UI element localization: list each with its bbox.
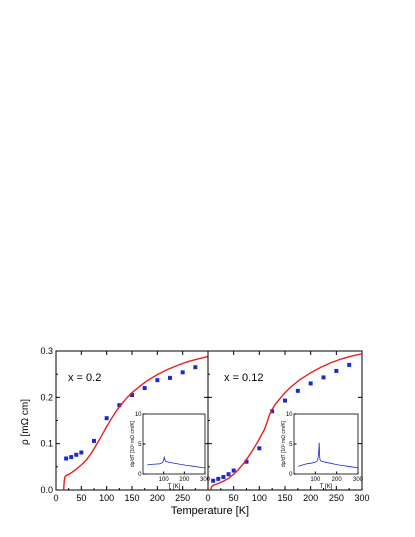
inset-x-axis-label: T [K] xyxy=(320,484,333,490)
data-point xyxy=(321,375,326,380)
x-tick-label: 200 xyxy=(303,493,318,503)
inset-plot: 100 200 300 0 5 10 T [K] dρ/dT [10³ mΩ cm/K] xyxy=(281,412,364,490)
y-axis-label: ρ [mΩ cm] xyxy=(20,399,31,445)
data-point xyxy=(155,378,160,383)
data-point xyxy=(295,388,300,393)
data-point xyxy=(193,365,198,370)
y-tick-label: 0.0 xyxy=(40,485,53,495)
inset-y-tick-label: 0 xyxy=(289,472,293,478)
y-tick-label: 0.3 xyxy=(40,346,53,356)
data-point xyxy=(74,452,79,457)
resistivity-curve xyxy=(62,355,209,491)
y-tick-label: 0.1 xyxy=(40,439,53,449)
panel-label: x = 0.2 xyxy=(68,372,101,384)
data-point xyxy=(104,416,109,421)
x-tick-label: 200 xyxy=(150,493,165,503)
inset-x-tick-label: 300 xyxy=(353,477,364,483)
data-point xyxy=(334,368,339,373)
data-point xyxy=(168,375,172,380)
data-point xyxy=(69,455,74,460)
data-point xyxy=(270,409,275,414)
data-point xyxy=(92,438,96,443)
data-point xyxy=(257,446,262,451)
data-point xyxy=(79,450,84,455)
inset-x-tick-label: 100 xyxy=(159,477,170,483)
inset-plot: 100 200 300 0 5 10 T [K] dρ/dT [10³ mΩ cm/K] xyxy=(130,412,211,490)
data-point xyxy=(216,476,221,481)
data-point xyxy=(226,472,231,477)
x-tick-label: 300 xyxy=(354,493,369,503)
inset-y-tick-label: 10 xyxy=(135,412,142,418)
resistivity-curve xyxy=(209,353,363,491)
data-point xyxy=(244,459,249,464)
x-tick-label: 100 xyxy=(99,493,114,503)
data-point xyxy=(347,362,352,367)
x-tick-label: 50 xyxy=(76,493,86,503)
y-tick-label: 0.2 xyxy=(40,392,53,402)
x-tick-label: 0 xyxy=(205,493,210,503)
x-axis-label: Temperature [K] xyxy=(171,505,249,517)
inset-x-tick-label: 100 xyxy=(310,477,321,483)
panel-label: x = 0.12 xyxy=(224,372,263,384)
inset-y-axis-label: dρ/dT [10³ mΩ cm/K] xyxy=(130,420,136,467)
inset-y-tick-label: 0 xyxy=(138,472,142,478)
x-tick-label: 50 xyxy=(229,493,239,503)
data-point xyxy=(221,475,226,480)
x-tick-label: 250 xyxy=(175,493,190,503)
x-tick-label: 0 xyxy=(53,493,58,503)
inset-x-tick-label: 200 xyxy=(332,477,343,483)
data-point xyxy=(64,456,69,461)
data-point xyxy=(308,381,313,386)
data-point xyxy=(211,478,216,483)
inset-x-tick-label: 200 xyxy=(179,477,190,483)
inset-x-tick-label: 300 xyxy=(200,477,211,483)
inset-y-axis-label: dρ/dT [10³ mΩ cm/K] xyxy=(281,420,287,467)
x-tick-label: 150 xyxy=(277,493,292,503)
inset-x-axis-label: T [K] xyxy=(168,484,181,490)
inset-frame xyxy=(142,413,206,475)
data-point xyxy=(231,468,236,473)
data-point xyxy=(180,370,185,375)
x-tick-label: 250 xyxy=(329,493,344,503)
x-tick-label: 100 xyxy=(252,493,267,503)
data-point xyxy=(117,403,122,408)
inset-derivative-curve xyxy=(298,442,359,469)
inset-y-tick-label: 5 xyxy=(138,442,142,448)
data-point xyxy=(283,398,287,403)
inset-y-tick-label: 10 xyxy=(286,412,293,418)
data-point xyxy=(130,393,134,398)
panel-x-0-12: 0 50 100 150 200 250 300 x = 0.12 100 200 300 0 5 10 T… xyxy=(205,350,370,503)
x-tick-label: 150 xyxy=(124,493,139,503)
data-point xyxy=(142,386,147,391)
inset-derivative-curve xyxy=(147,456,206,469)
inset-y-tick-label: 5 xyxy=(289,442,293,448)
